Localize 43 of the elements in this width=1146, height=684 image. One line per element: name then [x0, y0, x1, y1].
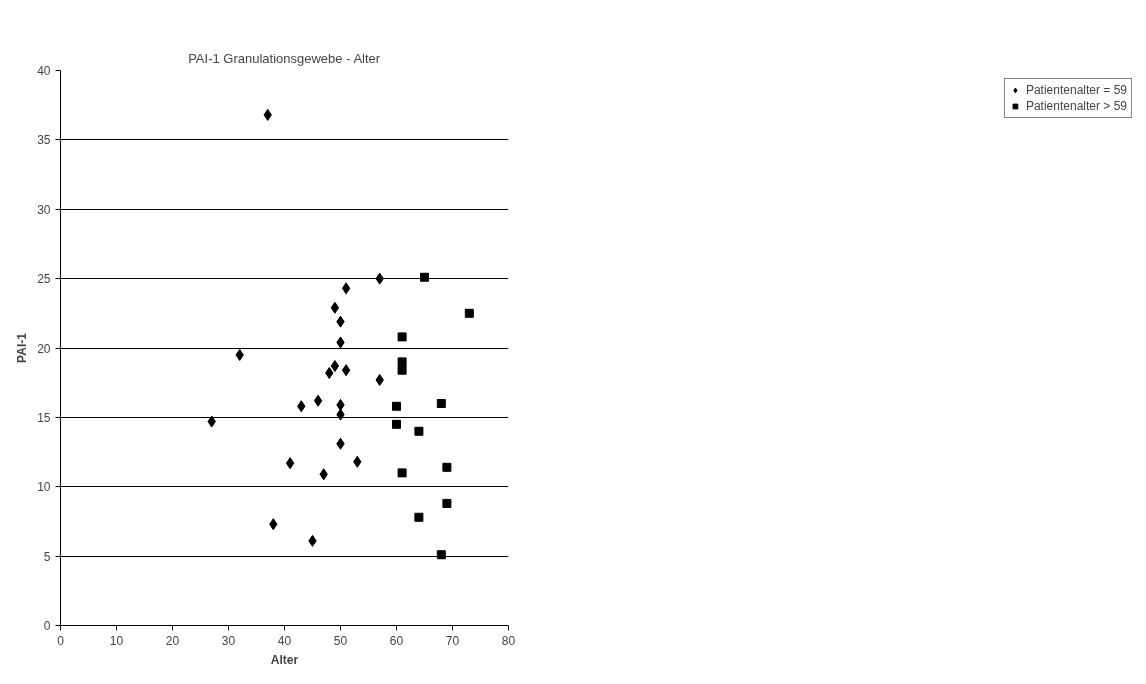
point [392, 401, 401, 411]
point [397, 332, 407, 342]
point [313, 394, 323, 407]
point [397, 365, 407, 375]
point [414, 426, 424, 436]
x-tick-label: 80 [501, 633, 516, 648]
point [397, 357, 407, 367]
x-tick-label: 30 [221, 633, 236, 648]
x-tick-label: 60 [389, 633, 404, 648]
x-tick-label: 20 [165, 633, 180, 648]
legend-label: Patientenalter > 59 [1025, 99, 1127, 113]
y-tick-label: 35 [37, 133, 51, 148]
y-tick-label: 20 [37, 341, 51, 356]
point [436, 550, 446, 560]
point [341, 364, 351, 377]
x-tick-label: 50 [333, 633, 348, 648]
x-axis-title: Alter [270, 652, 299, 667]
y-tick-label: 15 [37, 410, 51, 425]
point [330, 360, 340, 373]
legend-label: Patientenalter = 59 [1025, 83, 1127, 97]
point [392, 419, 401, 429]
y-tick-label: 40 [37, 64, 51, 78]
point [285, 457, 295, 470]
y-axis-title: PAI-1 [15, 332, 30, 363]
y-tick-label: 0 [43, 619, 51, 633]
point [397, 468, 407, 478]
point [436, 399, 446, 408]
y-tick-label: 10 [37, 480, 51, 495]
point [330, 301, 340, 314]
point [420, 272, 429, 282]
chart-title: PAI-1 Granulationsgewebe - Alter [188, 50, 381, 66]
x-tick-label: 40 [277, 633, 292, 648]
x-tick-label: 70 [445, 633, 460, 648]
y-tick-label: 30 [37, 202, 51, 217]
x-tick-label: 0 [57, 633, 65, 648]
x-tick-label: 10 [109, 633, 124, 648]
point [464, 308, 474, 318]
y-tick-label: 5 [43, 549, 51, 564]
point [414, 512, 424, 522]
y-tick-label: 25 [37, 272, 51, 287]
point [442, 462, 452, 472]
point [341, 282, 351, 295]
point [442, 498, 452, 508]
